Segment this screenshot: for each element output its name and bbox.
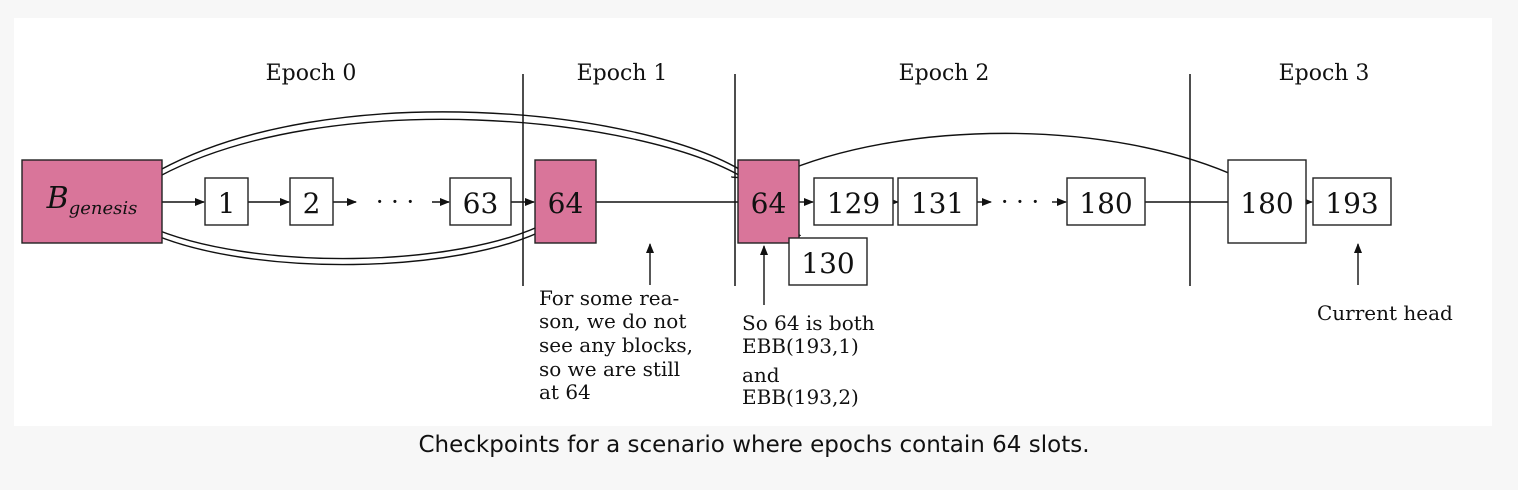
block-193-label: 193 bbox=[1325, 187, 1378, 220]
epoch2-note-line: EBB(193,2) bbox=[742, 385, 859, 409]
ellipsis-epoch0: · · · bbox=[376, 188, 414, 216]
ellipsis-epoch2: · · · bbox=[1001, 188, 1039, 216]
block-193 bbox=[1312, 177, 1392, 226]
block-2 bbox=[289, 177, 334, 226]
block-64-epoch2-label: 64 bbox=[751, 187, 787, 220]
block-63 bbox=[449, 177, 512, 226]
epoch2-note: So 64 is both EBB(193,1) and EBB(193,2) bbox=[742, 311, 881, 409]
block-180-epoch3-label: 180 bbox=[1240, 187, 1293, 220]
epoch1-note-line: so we are still bbox=[539, 357, 680, 381]
epoch1-note-line: at 64 bbox=[539, 380, 591, 404]
epoch1-note-line: son, we do not bbox=[539, 309, 686, 333]
block-130-label: 130 bbox=[801, 247, 854, 280]
block-180-epoch3-checkpoint bbox=[1227, 159, 1307, 244]
block-2-label: 2 bbox=[303, 187, 321, 220]
epoch1-note: For some rea- son, we do not see any blo… bbox=[539, 286, 699, 404]
epoch1-note-line: see any blocks, bbox=[539, 333, 693, 357]
block-129 bbox=[813, 177, 894, 226]
block-180-epoch2-label: 180 bbox=[1079, 187, 1132, 220]
block-64-epoch1-label: 64 bbox=[548, 187, 584, 220]
block-131 bbox=[897, 177, 978, 226]
epoch-0-label: Epoch 0 bbox=[266, 61, 357, 86]
block-1-label: 1 bbox=[218, 187, 236, 220]
epoch2-note-line: EBB(193,1) bbox=[742, 334, 859, 358]
epoch2-to-epoch3-checkpoint-link bbox=[776, 132, 1241, 179]
block-129-label: 129 bbox=[827, 187, 880, 220]
figure-caption: Checkpoints for a scenario where epochs … bbox=[418, 432, 1090, 458]
epoch-1-label: Epoch 1 bbox=[577, 61, 668, 86]
block-63-label: 63 bbox=[463, 187, 499, 220]
block-1 bbox=[204, 177, 249, 226]
checkpoint-diagram: Epoch 0 Epoch 1 Epoch 2 Epoch 3 Bgenesis… bbox=[21, 61, 1453, 409]
epoch-3-label: Epoch 3 bbox=[1279, 61, 1370, 86]
block-64-epoch2-checkpoint bbox=[737, 159, 800, 244]
epoch2-note-line: So 64 is both bbox=[742, 311, 875, 335]
epoch-2-label: Epoch 2 bbox=[899, 61, 990, 86]
genesis-to-epoch2-checkpoint-link bbox=[159, 111, 744, 178]
block-180-epoch2 bbox=[1066, 177, 1146, 226]
epoch2-note-line: and bbox=[742, 363, 780, 387]
epoch1-note-line: For some rea- bbox=[539, 286, 679, 310]
block-64-epoch1-checkpoint bbox=[534, 159, 597, 244]
current-head-note: Current head bbox=[1317, 301, 1453, 325]
block-130 bbox=[788, 237, 868, 286]
genesis-to-epoch1-checkpoint-link bbox=[147, 221, 548, 266]
genesis-block-label: Bgenesis bbox=[46, 181, 138, 219]
block-131-label: 131 bbox=[911, 187, 964, 220]
genesis-block bbox=[21, 159, 163, 244]
